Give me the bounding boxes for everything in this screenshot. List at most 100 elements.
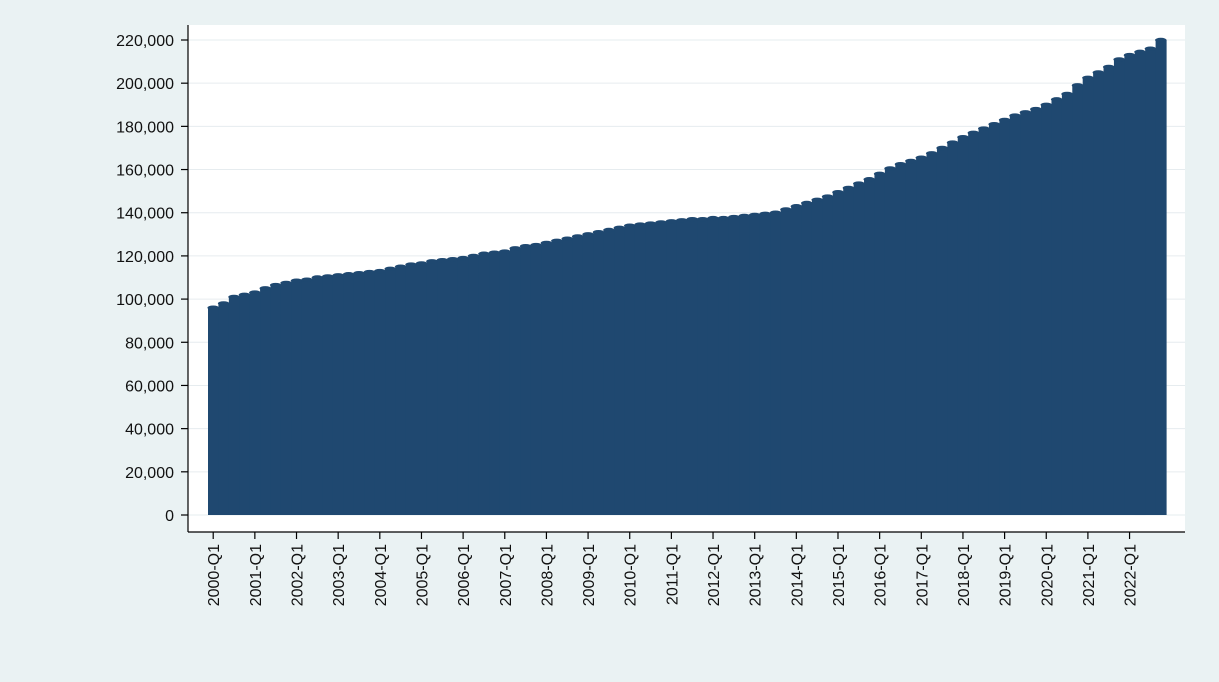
bar-2021-Q4 [1113, 59, 1125, 516]
bar-cap-2014-Q2 [800, 200, 813, 206]
bar-2020-Q1 [1041, 104, 1053, 516]
bar-2018-Q3 [978, 128, 990, 515]
bar-2007-Q4 [530, 245, 542, 516]
bar-2019-Q3 [1020, 112, 1032, 515]
bar-2010-Q2 [634, 224, 646, 515]
x-tick-label: 2014-Q1 [789, 544, 806, 606]
bar-cap-2003-Q1 [332, 273, 344, 278]
bar-cap-2019-Q1 [998, 117, 1011, 123]
bar-2009-Q3 [603, 230, 615, 515]
bar-cap-2008-Q3 [561, 236, 574, 241]
bar-cap-2002-Q3 [311, 275, 324, 280]
x-tick-label: 2009-Q1 [581, 544, 598, 606]
bar-cap-2009-Q3 [603, 227, 615, 233]
bar-2020-Q2 [1051, 99, 1063, 516]
axes-group [187, 25, 1185, 533]
bar-2006-Q2 [468, 255, 480, 515]
bar-2012-Q1 [707, 218, 719, 516]
y-tick-label: 140,000 [116, 206, 174, 223]
bar-cap-2018-Q1 [957, 134, 969, 140]
bar-cap-2005-Q3 [436, 258, 449, 263]
bar-cap-2020-Q1 [1040, 102, 1053, 107]
bar-2017-Q3 [936, 147, 948, 515]
bar-2016-Q1 [874, 173, 886, 516]
x-tick-label: 2007-Q1 [498, 544, 515, 606]
x-tick-label: 2006-Q1 [456, 544, 473, 606]
x-tick-label: 2011-Q1 [664, 544, 681, 605]
bar-2018-Q4 [988, 124, 1000, 515]
bar-2014-Q4 [822, 196, 834, 515]
bar-2016-Q2 [884, 168, 896, 515]
bar-2001-Q4 [280, 282, 292, 515]
bar-cap-2018-Q2 [967, 130, 980, 136]
bar-2005-Q4 [447, 259, 459, 515]
bar-2013-Q2 [759, 213, 771, 515]
x-tick-label: 2020-Q1 [1039, 544, 1056, 606]
bar-cap-2007-Q3 [519, 243, 532, 249]
bar-2022-Q1 [1124, 55, 1136, 516]
bar-2013-Q1 [749, 214, 761, 515]
y-tick-label: 20,000 [125, 465, 174, 482]
bar-2011-Q1 [666, 221, 678, 516]
bar-2002-Q2 [301, 279, 313, 515]
bar-2008-Q1 [541, 242, 553, 515]
bar-cap-2009-Q1 [582, 232, 594, 237]
bar-2002-Q4 [322, 276, 334, 515]
bar-cap-2014-Q3 [811, 197, 823, 202]
bar-cap-2011-Q4 [696, 217, 709, 222]
bar-cap-2007-Q4 [530, 242, 542, 248]
bar-cap-2016-Q4 [905, 158, 917, 164]
bar-cap-2016-Q2 [884, 166, 896, 171]
bar-cap-2013-Q2 [759, 211, 771, 217]
bar-2017-Q4 [947, 142, 959, 515]
bar-2012-Q2 [718, 218, 730, 516]
bar-2003-Q2 [343, 274, 355, 515]
bar-2017-Q1 [916, 157, 928, 516]
bar-cap-2008-Q1 [540, 240, 553, 246]
bar-cap-2013-Q1 [748, 212, 761, 218]
bar-cap-2022-Q3 [1144, 46, 1157, 51]
bar-2015-Q4 [864, 179, 876, 515]
bar-2022-Q4 [1155, 40, 1167, 515]
bar-cap-2000-Q3 [228, 294, 240, 300]
bar-2001-Q1 [249, 292, 261, 515]
bar-cap-2021-Q4 [1113, 57, 1125, 62]
bar-2012-Q3 [728, 217, 740, 516]
y-tick-label: 40,000 [125, 422, 174, 439]
bar-cap-2011-Q1 [665, 219, 678, 224]
bar-2008-Q2 [551, 240, 563, 516]
bar-cap-2018-Q3 [977, 126, 990, 131]
bar-2011-Q2 [676, 220, 688, 515]
bar-cap-2018-Q4 [988, 122, 1000, 127]
bar-2005-Q1 [416, 263, 428, 515]
x-tick-label: 2019-Q1 [998, 544, 1015, 606]
bar-2009-Q2 [593, 232, 605, 515]
bar-cap-2017-Q1 [915, 155, 928, 160]
bar-2008-Q3 [562, 238, 574, 515]
bar-cap-2008-Q4 [571, 234, 584, 239]
bar-2015-Q2 [843, 187, 855, 515]
bar-cap-2015-Q2 [842, 185, 855, 191]
bar-cap-2008-Q2 [551, 238, 563, 243]
bar-cap-2022-Q1 [1123, 52, 1136, 58]
bar-cap-2004-Q3 [394, 264, 407, 269]
bar-2014-Q1 [791, 206, 803, 515]
bar-2009-Q4 [614, 227, 626, 515]
bar-cap-2007-Q2 [509, 246, 521, 251]
bar-cap-2001-Q1 [249, 290, 261, 295]
bar-2021-Q1 [1082, 77, 1094, 515]
x-tick-label: 2018-Q1 [956, 544, 973, 606]
bar-2018-Q1 [957, 137, 969, 515]
bar-cap-2013-Q3 [769, 210, 782, 215]
bar-2006-Q1 [457, 258, 469, 515]
bar-2010-Q1 [624, 225, 636, 515]
bars-group [207, 37, 1167, 516]
bar-cap-2015-Q4 [863, 177, 876, 182]
bar-cap-2010-Q3 [644, 221, 657, 226]
bar-cap-2005-Q2 [426, 259, 438, 264]
bar-2001-Q3 [270, 285, 282, 515]
bar-2007-Q1 [499, 251, 511, 515]
bar-cap-2010-Q1 [623, 223, 636, 228]
bar-cap-2010-Q4 [655, 220, 667, 225]
bar-2005-Q3 [437, 260, 449, 515]
